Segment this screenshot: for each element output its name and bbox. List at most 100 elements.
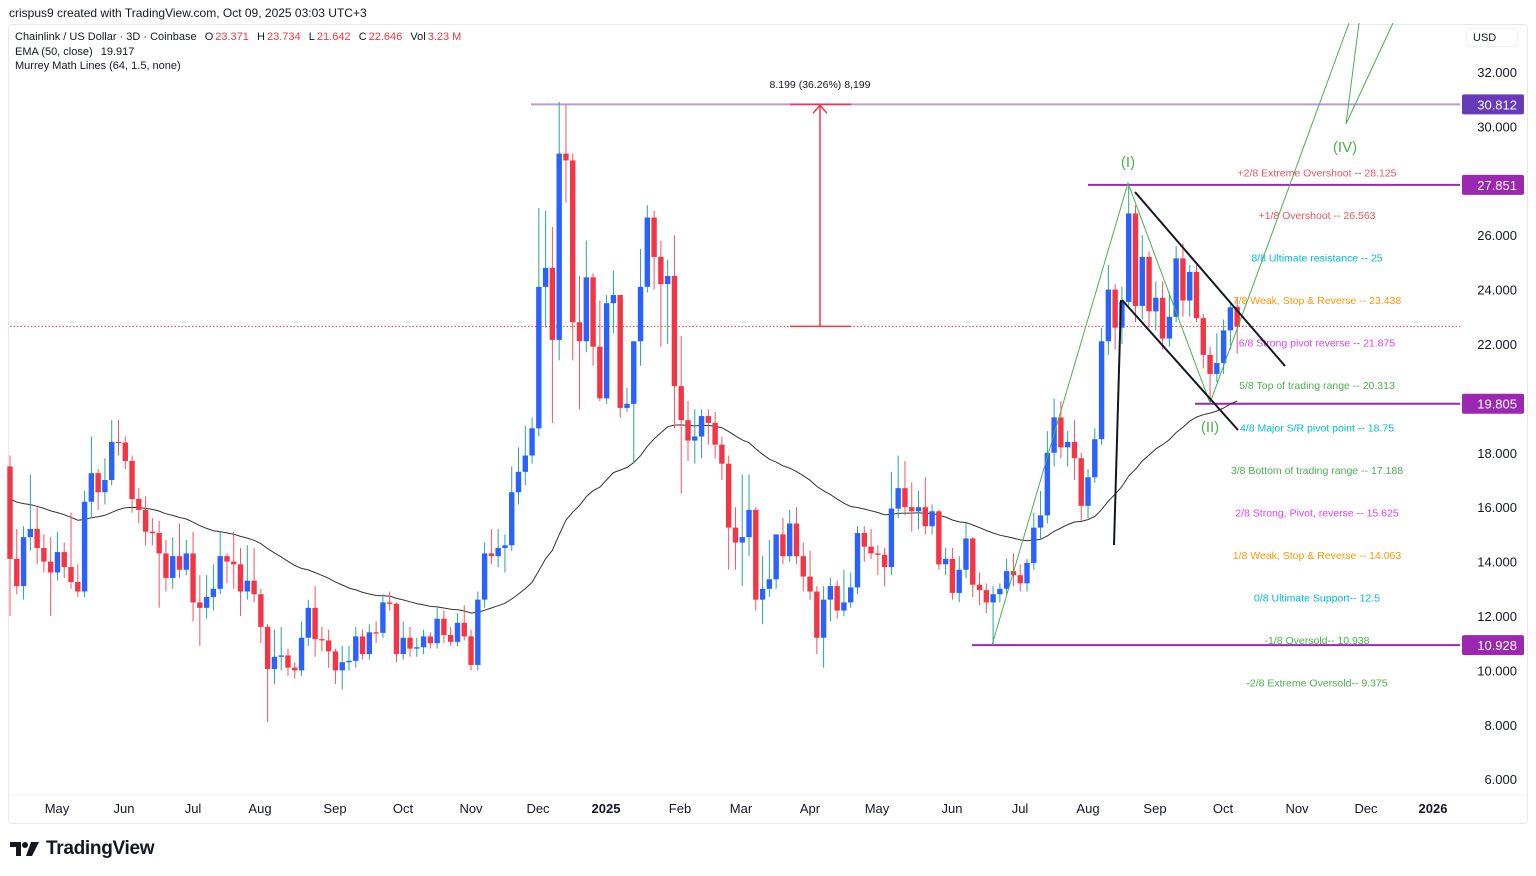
candle [1159,281,1166,350]
candle-body [319,639,325,641]
candle-body [854,533,861,588]
candle-body [678,386,684,421]
candle [549,227,556,423]
candle-body [332,651,339,671]
candle-body [176,556,183,570]
candle-body [14,558,20,587]
candle-body [570,160,576,323]
ema-row[interactable]: EMA (50, close) 19.917 [15,45,463,60]
candle-body [1024,562,1030,584]
high-value: 23.734 [267,31,301,43]
price-axis-label: 16.000 [1477,500,1517,515]
candle [780,518,786,565]
candle-body [271,656,278,670]
murrey-line-label: 0/8 Ultimate Support-- 12.5 [1254,592,1380,604]
time-axis-label: May [45,801,70,816]
candle [983,583,990,614]
candle-body [712,422,718,445]
candle-body [88,473,95,502]
price-axis-label: 26.000 [1477,228,1517,243]
candle-body [427,636,434,644]
candle [610,270,617,334]
price-axis-label: 6.000 [1484,772,1517,787]
murrey-row[interactable]: Murrey Math Lines (64, 1.5, none) [15,59,463,74]
candle [217,531,223,595]
candle-body [637,286,644,342]
candle [990,586,996,646]
candle [190,531,196,622]
candle [258,588,264,644]
candle-body [780,534,786,557]
volume-value: 3.23 M [427,31,462,43]
candle [312,586,318,657]
candle-body [881,554,888,568]
time-axis-label: Apr [800,801,821,816]
candle [298,621,305,676]
candle-body [1132,213,1139,306]
candle [678,335,684,494]
candle-body [34,528,40,548]
candle [285,648,291,676]
candle-body [936,511,942,565]
candle-body [109,441,115,480]
candle [197,575,203,646]
time-axis-label: Oct [1213,801,1234,816]
chart-credit: crispus9 created with TradingView.com, O… [9,6,367,20]
murrey-line-label: 5/8 Top of trading range -- 20.313 [1239,380,1395,392]
symbol-name[interactable]: Chainlink / US Dollar · 3D · Coinbase [15,31,197,43]
candle-body [441,618,447,636]
candle [1234,296,1240,354]
murrey-line-label: 4/8 Major S/R pivot point -- 18.75 [1240,422,1394,434]
candle-body [1166,316,1173,339]
wave-label: (II) [1201,419,1219,436]
candle [970,537,976,597]
price-axis-label: 24.000 [1477,283,1517,298]
candle [359,629,366,660]
candle-body [237,564,244,592]
candle [149,518,156,546]
candle-body [95,473,101,493]
candle [271,629,278,684]
candle [1092,428,1098,483]
price-axis-label: 12.000 [1477,609,1517,624]
candle-body [1112,289,1118,328]
time-axis-label: May [865,801,890,816]
candle-body [875,553,881,555]
candle-body [644,217,651,287]
candle [1112,284,1118,350]
candle-body [278,655,284,657]
murrey-label: Murrey Math Lines (64, 1.5, none) [15,60,181,72]
candle-body [149,531,156,534]
candle [725,455,732,570]
time-axis-label: Jun [942,801,963,816]
candle-body [664,276,671,285]
candle-body [448,635,454,642]
currency-button[interactable]: USD [1466,28,1518,47]
time-axis-label: Jul [185,801,202,816]
candle-body [1031,527,1037,563]
candle-body [861,533,867,547]
candle-body [651,217,657,257]
tradingview-logo[interactable]: TradingView [10,838,155,860]
candle-body [902,488,908,508]
candle [888,471,895,576]
time-axis-label: Oct [393,801,414,816]
low-value: 21.642 [316,31,351,43]
candle [1003,558,1010,595]
candle-body [115,441,122,444]
candle-body [983,590,990,603]
close-label: C [358,31,367,43]
candle [881,548,888,587]
candle [1173,246,1179,323]
candle-body [81,501,88,592]
candle [637,248,644,366]
murrey-line-label: 3/8 Bottom of trading range -- 17.188 [1231,465,1403,477]
candle-body [1126,213,1132,302]
candle [875,545,881,576]
candle [488,528,495,565]
candle [956,556,962,603]
close-value: 22.646 [368,31,403,43]
candle [915,490,922,529]
candle [658,240,664,347]
